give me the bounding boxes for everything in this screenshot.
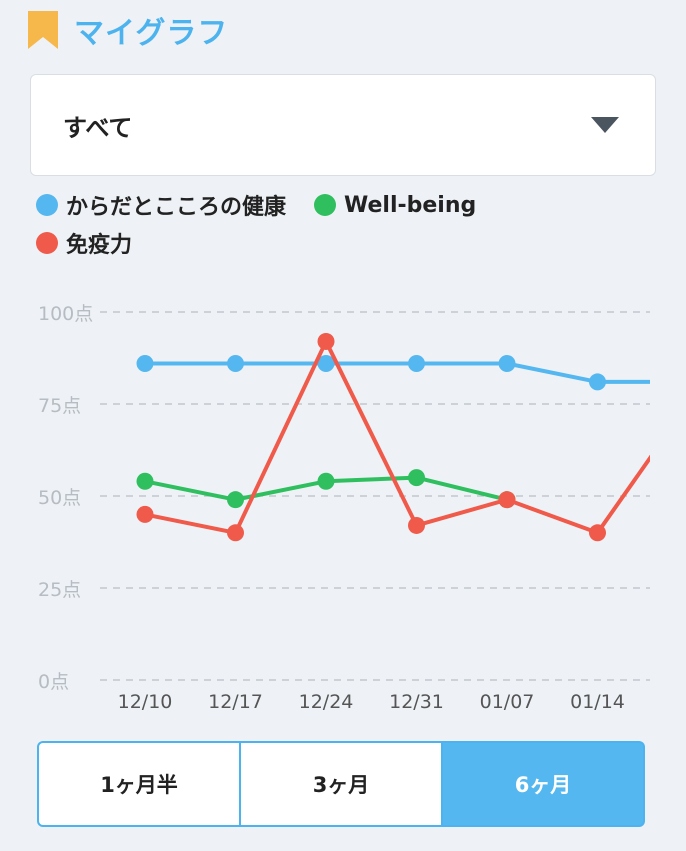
data-point [408,355,425,373]
data-point [317,355,335,373]
x-tick-label: 12/24 [299,691,354,713]
data-point [589,373,606,391]
chart-legend: からだとこころの健康 Well-being 免疫力 [36,188,656,264]
legend-label-immunity: 免疫力 [66,233,133,258]
data-point [498,491,516,509]
line-chart: 0点 25点 50点 75点 100点 12/10 12/17 12/24 12/31 01/07… [38,303,650,713]
legend-item-health: からだとこころの健康 [36,189,286,221]
legend-dot-wellbeing [314,194,337,216]
x-tick-label: 12/10 [118,691,173,713]
category-select[interactable]: すべて [30,74,656,176]
legend-item-immunity: 免疫力 [36,227,132,259]
category-select-value: すべて [63,113,133,142]
range-tab-1-5-months[interactable]: 1ヶ月半 [37,741,241,827]
x-tick-label: 01/07 [480,691,535,713]
chevron-down-icon [591,117,619,133]
y-tick-label: 100点 [38,303,93,325]
data-point [227,491,244,509]
data-point [589,524,606,542]
page-title: マイグラフ [74,16,229,51]
x-tick-label: 12/31 [389,691,444,713]
data-point [317,472,335,490]
legend-label-wellbeing: Well-being [344,192,477,218]
y-tick-label: 75点 [38,395,81,417]
legend-label-health: からだとこころの健康 [66,195,287,220]
data-point [136,355,154,373]
data-point [317,332,335,350]
page-header: マイグラフ [28,10,229,51]
legend-item-wellbeing: Well-being [314,193,476,218]
range-tabs: 1ヶ月半 3ヶ月 6ヶ月 [37,741,645,827]
data-point [136,505,154,523]
data-point [136,472,154,490]
range-tab-6-months[interactable]: 6ヶ月 [443,741,645,827]
data-point [408,516,425,534]
legend-dot-health [36,194,58,216]
x-tick-label: 01/14 [570,691,625,713]
legend-dot-immunity [36,232,58,254]
data-point [227,524,244,542]
bookmark-icon [28,11,58,49]
y-tick-label: 0点 [38,671,69,693]
x-tick-label: 12/17 [208,691,263,713]
data-point [498,355,516,373]
data-point [227,355,244,373]
y-tick-label: 50点 [38,487,81,509]
data-point [408,469,425,487]
y-tick-label: 25点 [38,579,81,601]
range-tab-3-months[interactable]: 3ヶ月 [241,741,443,827]
